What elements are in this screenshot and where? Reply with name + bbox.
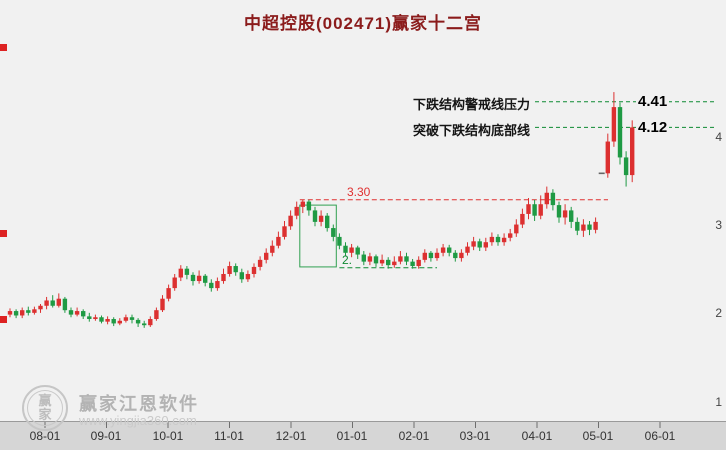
x-axis-strip — [0, 421, 726, 450]
watermark-brand-text: 赢家江恩软件 — [79, 394, 199, 414]
x-axis-label-10-01: 10-01 — [152, 429, 184, 443]
bottom-line-price-value: 4.12 — [636, 119, 670, 136]
y-axis-label-4: 4 — [715, 130, 722, 144]
x-axis-label-06-01: 06-01 — [644, 429, 676, 443]
x-axis-label-09-01: 09-01 — [90, 429, 122, 443]
chart-title: 中超控股(002471)赢家十二宫 — [243, 14, 483, 33]
resistance-price-label: 3.30 — [347, 185, 371, 199]
pressure-line-annotation-text: 下跌结构警戒线压力 — [412, 97, 530, 112]
y-axis-label-3: 3 — [715, 218, 722, 232]
y-axis-label-1: 1 — [715, 395, 722, 409]
y-axis-label-2: 2 — [715, 306, 722, 320]
x-axis-label-05-01: 05-01 — [582, 429, 614, 443]
support-price-label: 2. — [342, 253, 353, 267]
x-axis-label-08-01: 08-01 — [29, 429, 61, 443]
watermark-url-text: www.yingjia360.com — [79, 413, 197, 428]
x-axis-label-03-01: 03-01 — [459, 429, 491, 443]
x-axis-label-04-01: 04-01 — [521, 429, 553, 443]
watermark-logo-text: 赢家 — [38, 393, 52, 422]
x-axis-label-12-01: 12-01 — [275, 429, 307, 443]
x-axis-label-01-01: 01-01 — [336, 429, 368, 443]
bottom-line-annotation-text: 突破下跌结构底部线 — [412, 123, 530, 138]
x-axis-label-02-01: 02-01 — [398, 429, 430, 443]
watermark-logo-inner-circle: 赢家 — [27, 390, 63, 426]
x-axis-label-11-01: 11-01 — [214, 429, 244, 443]
pressure-line-price-value: 4.41 — [636, 93, 670, 110]
watermark-logo-icon: 赢家 — [22, 385, 68, 431]
